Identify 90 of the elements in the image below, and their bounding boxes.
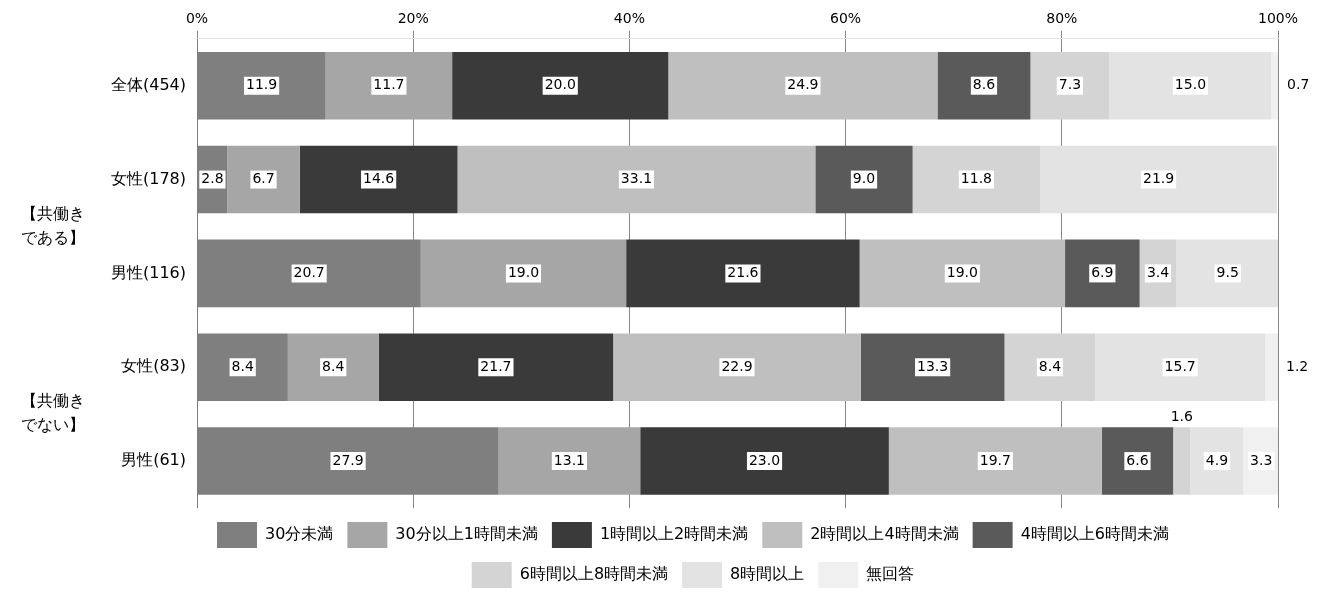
bar bbox=[227, 145, 300, 214]
y-tick-label: 女性(178) bbox=[110, 168, 187, 188]
bar bbox=[912, 145, 1041, 214]
data-label: 9.0 bbox=[852, 170, 876, 187]
data-label: 24.9 bbox=[787, 76, 819, 93]
data-label: 20.7 bbox=[293, 264, 325, 281]
data-label: 8.6 bbox=[972, 76, 996, 93]
x-tick-label: 0% bbox=[185, 10, 209, 27]
data-label: 20.0 bbox=[544, 76, 576, 93]
data-label: 11.9 bbox=[246, 76, 278, 93]
bar bbox=[1265, 333, 1278, 402]
legend-label: 8時間以上 bbox=[730, 564, 805, 584]
bar bbox=[860, 333, 1005, 402]
bar bbox=[1004, 333, 1096, 402]
bar bbox=[325, 51, 453, 120]
x-tick-label: 100% bbox=[1257, 10, 1299, 27]
data-label: 21.9 bbox=[1142, 170, 1175, 187]
data-label: 3.3 bbox=[1250, 451, 1273, 468]
data-label: 19.0 bbox=[946, 264, 978, 281]
x-tick-label: 40% bbox=[613, 10, 645, 27]
y-tick-label: 女性(83) bbox=[121, 356, 187, 376]
data-label: 13.3 bbox=[917, 357, 949, 374]
data-label: 21.7 bbox=[480, 357, 512, 374]
bar bbox=[626, 239, 860, 308]
bar bbox=[1030, 51, 1110, 120]
data-label: 27.9 bbox=[332, 451, 364, 468]
bar bbox=[378, 333, 614, 402]
data-label: 22.9 bbox=[721, 357, 753, 374]
bar bbox=[1101, 427, 1174, 495]
legend-label: 1時間以上2時間未満 bbox=[599, 524, 749, 544]
data-label: 23.0 bbox=[748, 451, 781, 468]
bar bbox=[1176, 239, 1278, 308]
data-label: 3.4 bbox=[1146, 264, 1170, 281]
data-label: 1.2 bbox=[1286, 357, 1309, 374]
legend-label: 4時間以上6時間未満 bbox=[1020, 524, 1169, 544]
data-label: 0.7 bbox=[1287, 76, 1310, 93]
x-tick-label: 80% bbox=[1046, 10, 1078, 27]
bar bbox=[299, 145, 458, 214]
bar bbox=[1190, 427, 1244, 495]
bar bbox=[287, 333, 379, 402]
data-label: 13.1 bbox=[553, 451, 586, 468]
data-label: 4.9 bbox=[1205, 451, 1229, 468]
bar bbox=[1065, 239, 1140, 308]
bar bbox=[640, 427, 889, 495]
data-label: 19.0 bbox=[507, 264, 540, 281]
text: 【共働きである】 bbox=[21, 203, 85, 247]
bar bbox=[815, 145, 913, 214]
data-label: 8.4 bbox=[231, 357, 254, 374]
data-label: 2.8 bbox=[201, 170, 224, 187]
data-label: 15.7 bbox=[1164, 357, 1196, 374]
data-label: 15.0 bbox=[1174, 76, 1207, 93]
y-tick-label: 全体(454) bbox=[110, 74, 187, 94]
bar bbox=[937, 51, 1031, 120]
data-label: 33.1 bbox=[620, 170, 653, 187]
data-label: 6.7 bbox=[252, 170, 275, 187]
bar bbox=[888, 427, 1102, 495]
bar bbox=[859, 239, 1066, 308]
bar bbox=[1271, 51, 1278, 120]
legend-label: 6時間以上8時間未満 bbox=[519, 564, 669, 584]
data-label: 6.9 bbox=[1091, 264, 1114, 281]
y-tick-label: 男性(116) bbox=[110, 262, 187, 282]
data-label: 14.6 bbox=[363, 170, 395, 187]
legend-label: 30分以上1時間未満 bbox=[395, 524, 538, 544]
data-label: 9.5 bbox=[1216, 264, 1239, 281]
bar bbox=[420, 239, 627, 308]
data-label: 19.7 bbox=[979, 451, 1011, 468]
bar bbox=[1109, 51, 1272, 120]
data-label: 11.7 bbox=[373, 76, 405, 93]
x-tick-label: 20% bbox=[397, 10, 429, 27]
bar bbox=[668, 51, 938, 120]
legend-label: 無回答 bbox=[866, 564, 915, 584]
legend-label: 2時間以上4時間未満 bbox=[810, 524, 959, 544]
data-label: 1.6 bbox=[1170, 407, 1194, 424]
bar bbox=[457, 145, 816, 214]
data-label: 8.4 bbox=[322, 357, 345, 374]
legend-label: 30分未満 bbox=[265, 524, 334, 544]
data-label: 8.4 bbox=[1038, 357, 1062, 374]
data-label: 7.3 bbox=[1058, 76, 1082, 93]
y-tick-label: 男性(61) bbox=[121, 450, 187, 470]
bar bbox=[1095, 333, 1266, 402]
data-label: 21.6 bbox=[727, 264, 759, 281]
data-label: 11.8 bbox=[960, 170, 992, 187]
bar bbox=[613, 333, 861, 402]
text: 【共働きでない】 bbox=[21, 391, 85, 435]
x-tick-label: 60% bbox=[830, 10, 862, 27]
bar bbox=[1040, 145, 1277, 214]
bar bbox=[1173, 427, 1191, 495]
data-label: 6.6 bbox=[1126, 451, 1149, 468]
bar bbox=[452, 51, 669, 120]
bar bbox=[498, 427, 641, 495]
